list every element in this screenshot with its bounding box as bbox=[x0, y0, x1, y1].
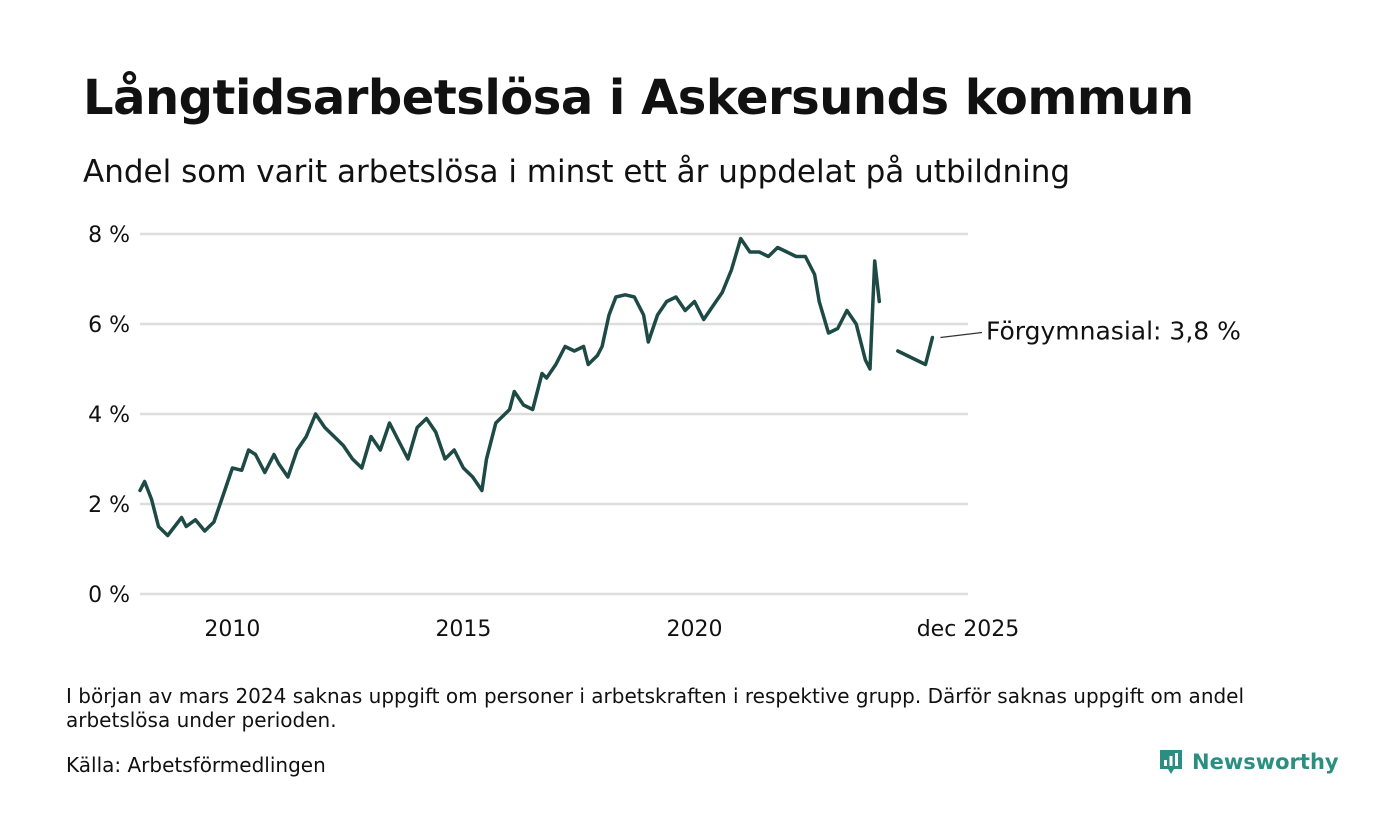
series-line-förgymnasial bbox=[138, 236, 882, 538]
y-tick-label: 8 % bbox=[88, 223, 130, 248]
y-tick-label: 6 % bbox=[88, 313, 130, 338]
end-label-förgymnasial: Förgymnasial: 3,8 % bbox=[986, 317, 1241, 346]
grid-layer: 0 % 2 % 4 % 6 % 8 % 2010 2015 2020 dec 2025 bbox=[88, 223, 1019, 642]
series-line-förgymnasial bbox=[896, 335, 935, 367]
footnote: I början av mars 2024 saknas uppgift om … bbox=[66, 684, 1245, 732]
x-tick-label: dec 2025 bbox=[917, 617, 1020, 642]
line-chart: 0 % 2 % 4 % 6 % 8 % 2010 2015 2020 dec 2025 Förg… bbox=[88, 223, 1241, 642]
x-tick-label: 2020 bbox=[666, 617, 722, 642]
series-layer bbox=[138, 236, 935, 538]
end-label-connector bbox=[940, 331, 983, 339]
chart-subtitle: Andel som varit arbetslösa i minst ett å… bbox=[83, 154, 1071, 190]
y-tick-label: 2 % bbox=[88, 493, 130, 518]
newsworthy-logo[interactable]: Newsworthy bbox=[1158, 748, 1339, 776]
source-credit: Källa: Arbetsförmedlingen bbox=[66, 753, 326, 777]
newsworthy-logo-icon bbox=[1160, 750, 1182, 774]
newsworthy-brand: Newsworthy bbox=[1192, 750, 1339, 774]
x-tick-label: 2015 bbox=[435, 617, 491, 642]
y-tick-label: 4 % bbox=[88, 403, 130, 428]
y-tick-label: 0 % bbox=[88, 583, 130, 608]
x-tick-label: 2010 bbox=[204, 617, 260, 642]
label-layer: Förgymnasial: 3,8 % bbox=[940, 317, 1241, 346]
chart-title: Långtidsarbetslösa i Askersunds kommun bbox=[83, 70, 1194, 126]
